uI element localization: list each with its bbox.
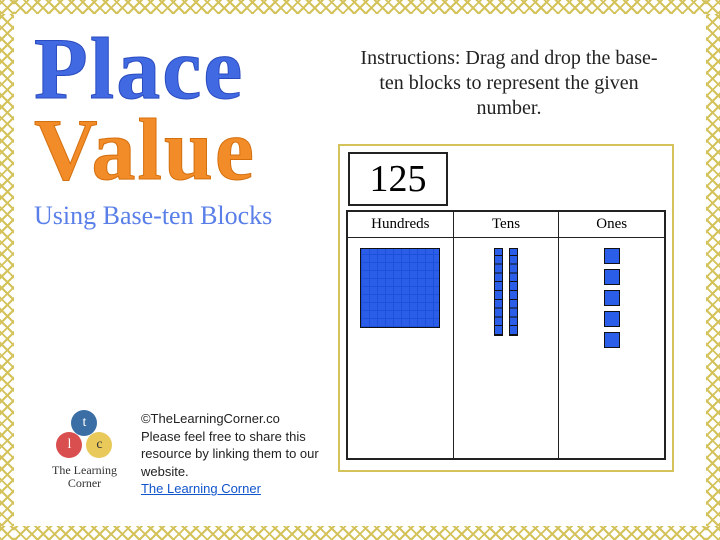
credit-text: Please feel free to share this resource … (141, 429, 319, 479)
logo: t l c The Learning Corner (52, 410, 117, 490)
ones-header: Ones (559, 212, 664, 238)
example-panel: 125 Hundreds Tens Ones (338, 144, 674, 472)
place-value-table: Hundreds Tens Ones (346, 210, 666, 460)
footer: t l c The Learning Corner ©TheLearningCo… (52, 410, 331, 498)
content-area: Place Value Using Base-ten Blocks Instru… (14, 14, 706, 526)
hundred-block[interactable] (360, 248, 440, 328)
target-number: 125 (348, 152, 448, 206)
logo-name-1: The Learning (52, 463, 117, 477)
ones-stack (604, 248, 620, 348)
hundreds-column[interactable]: Hundreds (348, 212, 454, 458)
logo-circle-c: c (86, 432, 112, 458)
one-block[interactable] (604, 290, 620, 306)
logo-text: The Learning Corner (52, 464, 117, 490)
instructions-text: Instructions: Drag and drop the base-ten… (354, 46, 664, 121)
ten-block[interactable] (509, 248, 518, 336)
ten-block[interactable] (494, 248, 503, 336)
tens-column[interactable]: Tens (454, 212, 560, 458)
tens-cell[interactable] (454, 238, 559, 458)
one-block[interactable] (604, 311, 620, 327)
one-block[interactable] (604, 269, 620, 285)
one-block[interactable] (604, 332, 620, 348)
tens-header: Tens (454, 212, 559, 238)
ones-cell[interactable] (559, 238, 664, 458)
logo-circles: t l c (54, 410, 114, 460)
credit-link[interactable]: The Learning Corner (141, 481, 261, 496)
hundreds-cell[interactable] (348, 238, 453, 458)
logo-circle-l: l (56, 432, 82, 458)
ones-column[interactable]: Ones (559, 212, 664, 458)
copyright-text: ©TheLearningCorner.co (141, 411, 280, 426)
credit-block: ©TheLearningCorner.co Please feel free t… (141, 410, 331, 498)
one-block[interactable] (604, 248, 620, 264)
hundreds-header: Hundreds (348, 212, 453, 238)
logo-name-2: Corner (68, 476, 101, 490)
